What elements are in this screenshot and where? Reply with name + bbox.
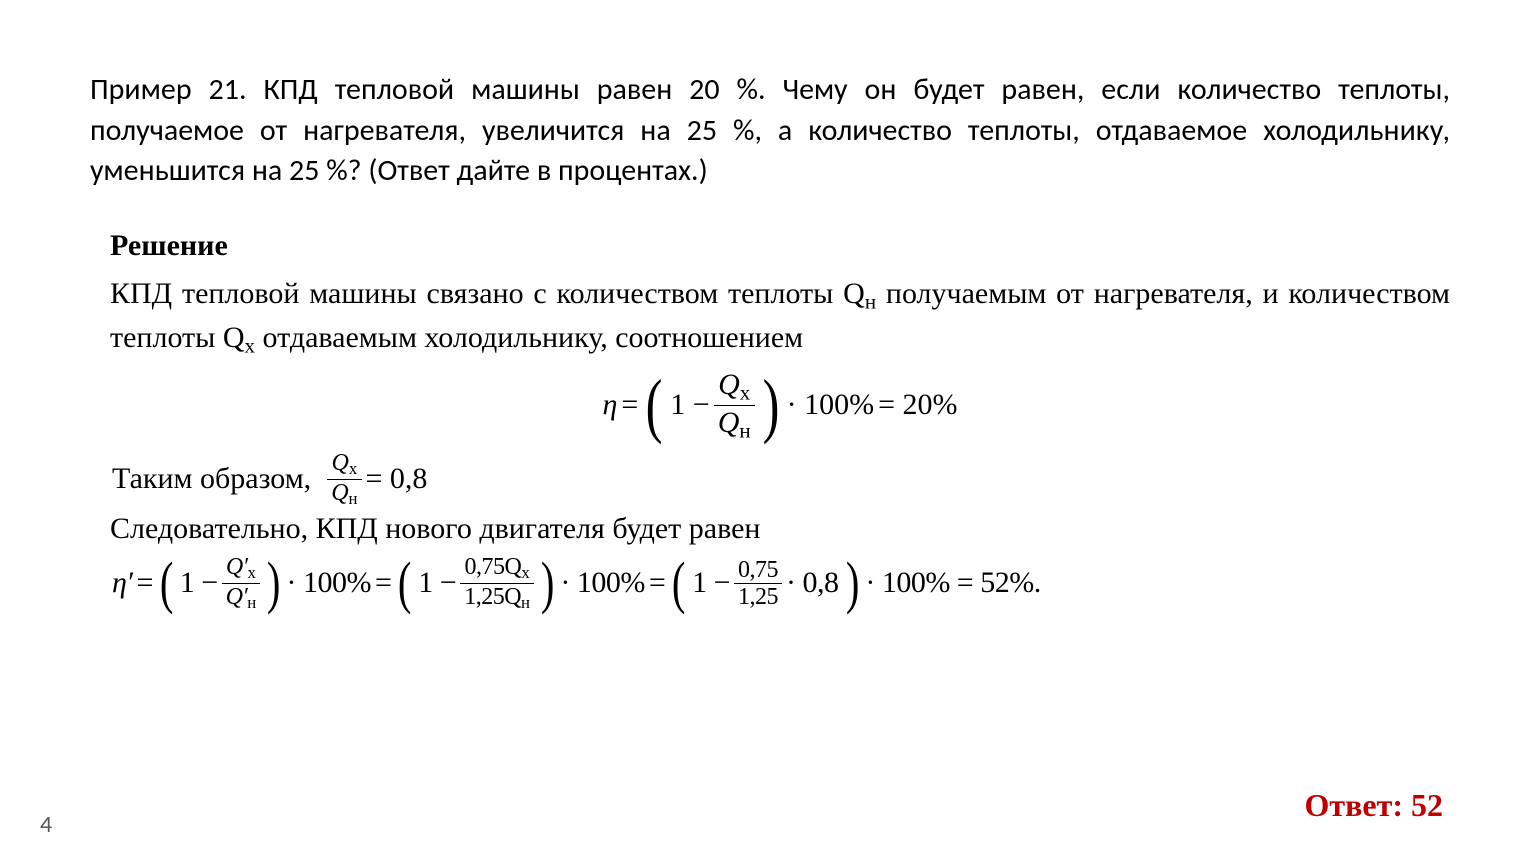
eq1-eq: =: [621, 384, 638, 426]
eq2-1m-c: 1 −: [692, 562, 730, 604]
eq2-den2: 1,25Q: [464, 584, 521, 610]
eq2-t100-b: · 100%: [560, 562, 644, 604]
page-number: 4: [40, 810, 52, 839]
eq2-eq2: =: [375, 562, 391, 604]
eq1-eta: η: [602, 384, 617, 426]
intro-part1: КПД тепловой машины связано с количество…: [110, 277, 865, 310]
eq1-qh: Q: [718, 406, 740, 439]
ratio-value: = 0,8: [366, 458, 428, 500]
eq2-eta: η′: [112, 562, 132, 604]
eq2-frac-c: 0,75 1,25: [734, 557, 782, 611]
lparen-icon: (: [160, 557, 173, 609]
therefore-label: Таким образом,: [112, 458, 311, 500]
rparen-icon: ): [762, 373, 779, 438]
ratio-qx: Q: [331, 450, 348, 476]
rparen-icon: ): [845, 557, 858, 609]
eq2-f3d: 1,25: [734, 584, 782, 610]
eq1-equals20: = 20%: [878, 384, 957, 426]
eq2-qhp-sub: н: [247, 593, 255, 612]
eq2-times08: · 0,8: [786, 562, 839, 604]
therefore-line: Таким образом, Qх Qн = 0,8: [110, 450, 1450, 508]
eq2-num2: 0,75Q: [464, 554, 521, 580]
eq2-result: · 100% = 52%.: [865, 562, 1040, 604]
eq2-num2-sub: х: [521, 563, 529, 582]
ratio-qx-sub: х: [349, 459, 357, 478]
intro-sub-x: х: [245, 333, 256, 357]
eq1-frac: Qх Qн: [714, 368, 755, 442]
problem-text: КПД тепловой машины равен 20 %. Чему он …: [90, 71, 1450, 189]
solution-intro: КПД тепловой машины связано с количество…: [110, 273, 1450, 360]
answer-text: Ответ: 52: [1305, 787, 1443, 824]
ratio-frac: Qх Qн: [327, 450, 361, 508]
eq2-frac-a: Q′х Q′н: [222, 554, 260, 612]
problem-statement: Пример 21. КПД тепловой машины равен 20 …: [90, 70, 1450, 192]
lparen-icon: (: [672, 557, 685, 609]
eq2-1m-b: 1 −: [418, 562, 456, 604]
slide-page: Пример 21. КПД тепловой машины равен 20 …: [0, 0, 1533, 864]
intro-sub-h: н: [865, 289, 876, 313]
eq2-qxp-sub: х: [248, 563, 256, 582]
equation-1: η = ( 1 − Qх Qн ) · 100% = 20%: [110, 368, 1450, 442]
ratio-qh: Q: [331, 480, 348, 506]
eq1-qx: Q: [718, 368, 740, 401]
lparen-icon: (: [646, 373, 663, 438]
rparen-icon: ): [540, 557, 553, 609]
solution-heading: Решение: [110, 225, 1450, 267]
eq2-qhp: Q′: [226, 584, 248, 610]
eq1-qh-sub: н: [739, 418, 750, 442]
eq2-frac-b: 0,75Qх 1,25Qн: [460, 554, 533, 612]
eq2-eq3: =: [649, 562, 665, 604]
eq2-qxp: Q′: [226, 554, 248, 580]
intro-part3: отдаваемым холодильнику, соотношением: [263, 321, 804, 354]
eq2-den2-sub: н: [521, 593, 529, 612]
rparen-icon: ): [267, 557, 280, 609]
eq2-t100-a: · 100%: [287, 562, 371, 604]
equation-2: η′ = ( 1 − Q′х Q′н ) · 100% = ( 1 − 0,75…: [110, 554, 1450, 612]
lparen-icon: (: [398, 557, 411, 609]
eq1-one-minus: 1 −: [670, 384, 709, 426]
eq1-times100: · 100%: [787, 384, 874, 426]
eq2-f3n: 0,75: [734, 557, 782, 584]
problem-label: Пример 21.: [90, 71, 247, 108]
eq2-eq1: =: [136, 562, 152, 604]
hence-line: Следовательно, КПД нового двигателя буде…: [110, 508, 1450, 550]
eq1-qx-sub: х: [740, 381, 751, 405]
ratio-qh-sub: н: [349, 489, 358, 508]
eq2-1m-a: 1 −: [180, 562, 218, 604]
solution-block: Решение КПД тепловой машины связано с ко…: [110, 225, 1450, 613]
